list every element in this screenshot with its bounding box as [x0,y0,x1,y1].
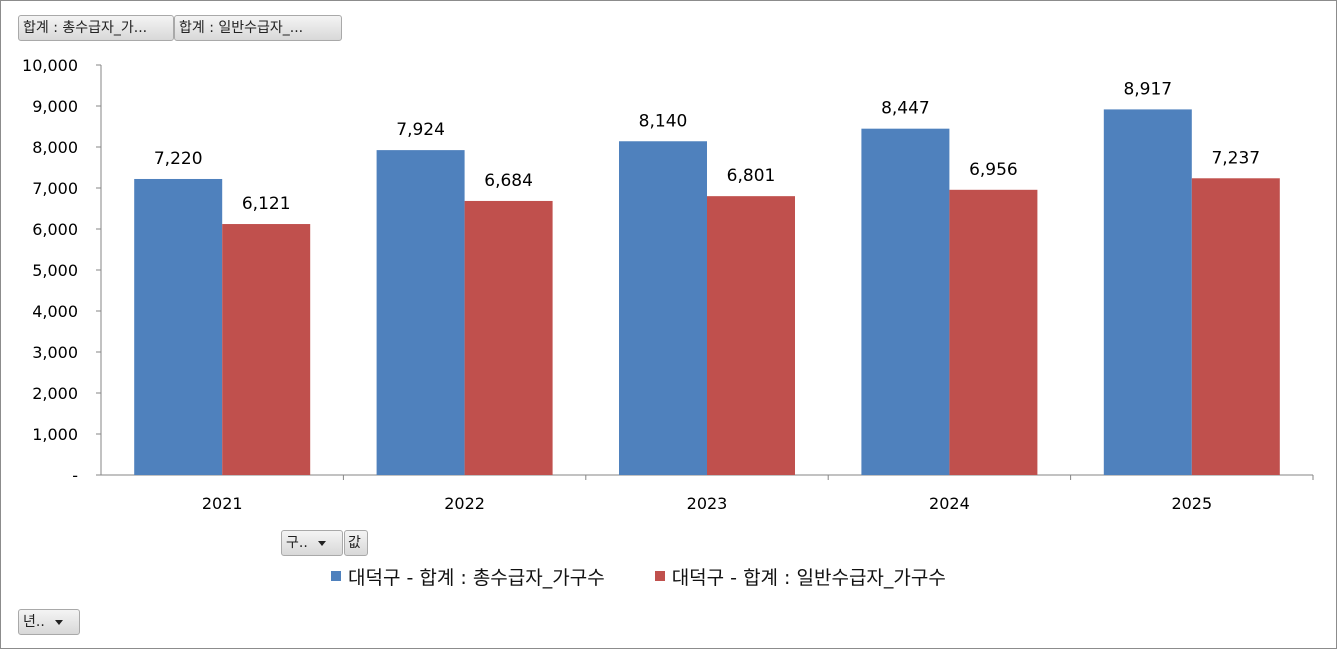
bar-series-1-2022 [376,150,465,475]
legend-swatch-series-1 [331,571,341,581]
bar-series-1-2023 [619,141,707,475]
y-tick-label: 2,000 [32,384,78,403]
y-tick-label: 8,000 [32,138,78,157]
legend-label-series-2: 대덕구 - 합계 : 일반수급자_가구수 [671,566,946,589]
data-label-series-1-2023: 8,140 [639,111,688,131]
bar-series-1-2024 [861,128,950,475]
bar-series-2-2025 [1191,178,1280,475]
values-field-label: 값 [348,535,361,551]
legend-label-series-1: 대덕구 - 합계 : 총수급자_가구수 [348,566,605,589]
series-field-button[interactable]: 구.. [281,530,343,556]
data-label-series-2-2022: 6,684 [484,171,533,191]
x-tick-label-2022: 2022 [444,494,485,513]
category-field-button[interactable]: 년.. [18,609,80,635]
data-label-series-2-2021: 6,121 [242,194,291,214]
chart-legend: 대덕구 - 합계 : 총수급자_가구수 대덕구 - 합계 : 일반수급자_가구수 [331,563,996,589]
data-label-series-1-2024: 8,447 [881,99,930,119]
x-tick-label-2024: 2024 [929,494,970,513]
y-tick-label: 4,000 [32,302,78,321]
dropdown-arrow-icon [54,619,63,625]
x-tick-label-2023: 2023 [687,494,728,513]
y-tick-label: 7,000 [32,179,78,198]
bar-series-2-2023 [707,196,795,475]
data-label-series-2-2023: 6,801 [727,166,776,186]
data-label-series-1-2021: 7,220 [154,149,203,169]
y-tick-label: 10,000 [22,56,78,75]
bar-series-2-2024 [949,189,1038,475]
dropdown-arrow-icon [317,540,326,546]
bar-series-1-2025 [1103,109,1192,475]
legend-item-series-1[interactable]: 대덕구 - 합계 : 총수급자_가구수 [331,563,605,590]
legend-swatch-series-2 [654,571,665,581]
y-tick-label: 5,000 [32,261,78,280]
x-tick-label-2025: 2025 [1171,494,1212,513]
bar-series-2-2021 [222,224,311,475]
y-tick-label: 1,000 [32,425,78,444]
y-tick-label: - [72,466,78,485]
x-tick-label-2021: 2021 [202,494,243,513]
series-field-label: 구.. [286,535,308,551]
bar-series-2-2022 [464,200,553,475]
value-field-label-1: 합계 : 총수급자_가... [23,20,148,36]
data-label-series-2-2025: 7,237 [1211,148,1260,168]
legend-item-series-2[interactable]: 대덕구 - 합계 : 일반수급자_가구수 [654,563,946,590]
value-field-button-1[interactable]: 합계 : 총수급자_가... [18,15,174,41]
values-field-button[interactable]: 값 [344,530,368,556]
value-field-button-2[interactable]: 합계 : 일반수급자_... [174,15,342,41]
data-label-series-2-2024: 6,956 [969,160,1018,180]
value-field-label-2: 합계 : 일반수급자_... [179,20,304,36]
bar-series-1-2021 [134,178,223,476]
category-field-label: 년.. [23,614,45,630]
y-tick-label: 3,000 [32,343,78,362]
y-tick-label: 6,000 [32,220,78,239]
data-label-series-1-2025: 8,917 [1123,79,1172,99]
y-tick-label: 9,000 [32,97,78,116]
data-label-series-1-2022: 7,924 [396,120,445,140]
